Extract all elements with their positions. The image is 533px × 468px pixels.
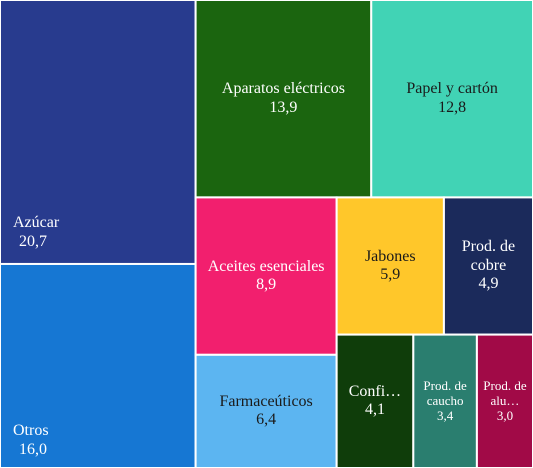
tile xyxy=(0,262,197,468)
value-label: 6,4 xyxy=(256,411,277,429)
category-label: Jabones xyxy=(364,247,416,265)
value-label: 12,8 xyxy=(438,98,467,116)
value-label: 16,0 xyxy=(19,440,47,458)
category-label: Confi… xyxy=(348,382,402,400)
tile-label: Prod. de alu…3,0 xyxy=(478,336,532,467)
category-label: Aparatos eléctricos xyxy=(221,80,345,98)
tile xyxy=(335,333,415,468)
tile xyxy=(412,333,478,468)
label-box: Aparatos eléctricos 13,9 xyxy=(197,1,371,196)
label-box: Jabones 5,9 xyxy=(338,198,443,333)
value-label: 4,1 xyxy=(364,401,385,419)
category-label: Prod. de caucho xyxy=(423,377,467,408)
value-label: 20,7 xyxy=(19,232,47,250)
tile xyxy=(442,196,533,336)
label-box: Prod. de cobre 4,9 xyxy=(445,198,532,333)
label-box: Aceites esenciales 8,9 xyxy=(197,198,336,353)
label-box: Farmaceúticos 6,4 xyxy=(197,356,336,467)
label-box: Otros 16,0 xyxy=(1,265,195,467)
category-label: Prod. de alu… xyxy=(483,377,527,408)
value-label: 3,4 xyxy=(436,407,454,423)
tile xyxy=(194,196,338,356)
label-box: Azúcar 20,7 xyxy=(1,1,195,263)
category-label: Papel y cartón xyxy=(406,80,498,98)
category-label: Farmaceúticos xyxy=(219,393,313,410)
value-label: 3,0 xyxy=(496,407,514,423)
category-label: Otros xyxy=(13,422,49,440)
label-box: Prod. de caucho 3,4 xyxy=(414,336,476,467)
value-label: 5,9 xyxy=(380,265,401,283)
tile xyxy=(370,0,533,199)
value-label: 4,9 xyxy=(478,275,499,293)
label-box: Prod. de alu… 3,0 xyxy=(478,336,532,467)
tile-label: Confi…4,1 xyxy=(338,336,413,467)
tile xyxy=(335,196,445,336)
label-box: Papel y cartón 12,8 xyxy=(372,1,532,196)
category-label: Prod. de cobre xyxy=(461,238,516,274)
tile xyxy=(0,0,197,265)
value-label: 8,9 xyxy=(256,276,277,294)
category-label: Azúcar xyxy=(13,214,60,232)
label-box: Confi… 4,1 xyxy=(338,336,413,467)
category-label: Aceites esenciales xyxy=(207,257,325,275)
value-label: 13,9 xyxy=(269,98,298,116)
